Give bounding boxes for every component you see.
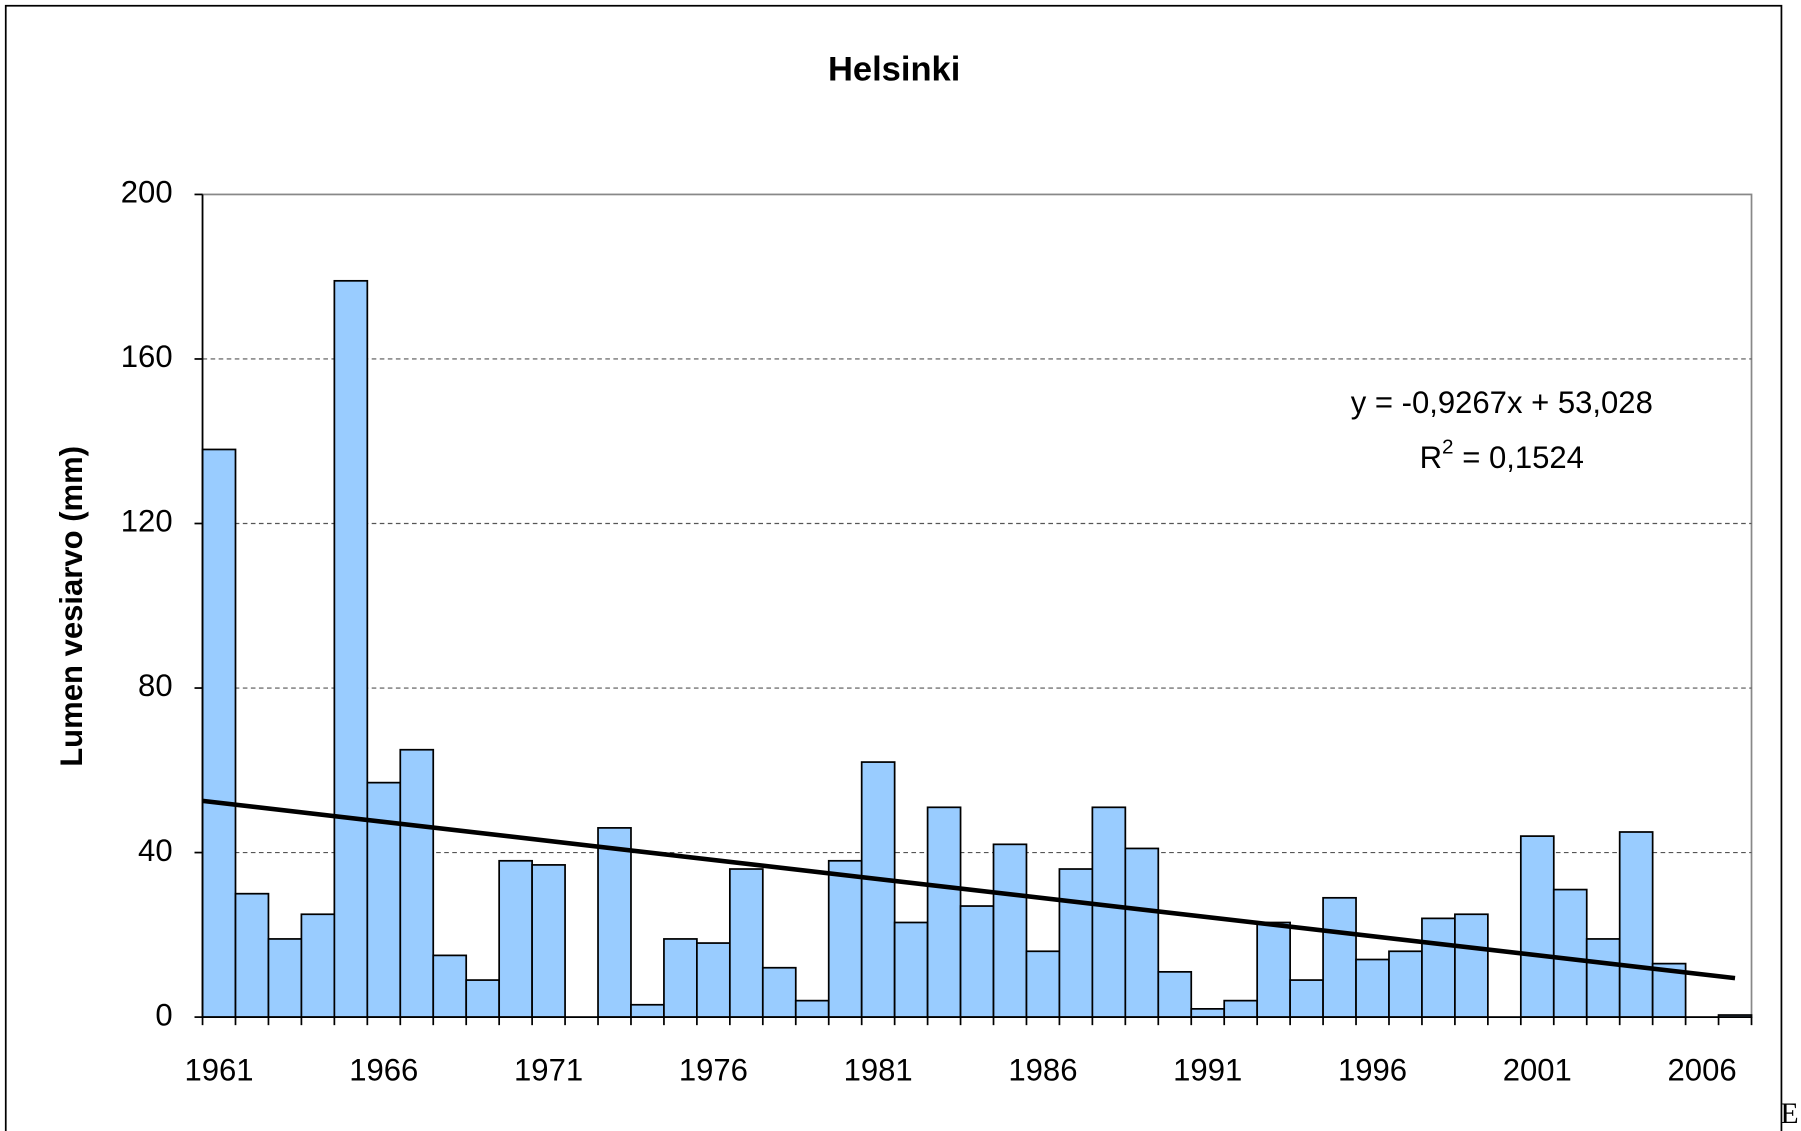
bar (465, 979, 501, 1018)
bar (1618, 831, 1654, 1018)
bar (300, 913, 336, 1018)
corner-text: E (1780, 1097, 1798, 1130)
trend-r2: R2 = 0,1524 (1420, 436, 1584, 475)
bar (1519, 835, 1555, 1018)
plot-area (201, 193, 1753, 1018)
bar (597, 827, 632, 1018)
r2-rest: = 0,1524 (1454, 440, 1584, 475)
x-tick-label: 2006 (1668, 1053, 1737, 1088)
y-tick-label: 160 (121, 339, 173, 374)
x-tick-label: 2001 (1503, 1053, 1572, 1088)
bar (893, 921, 929, 1018)
x-tick-label: 1986 (1008, 1053, 1077, 1088)
trendline (202, 798, 1736, 981)
y-tick-label: 120 (121, 504, 173, 539)
bar (794, 999, 830, 1018)
bar (1256, 921, 1291, 1018)
bar (630, 1003, 665, 1018)
chart-border (4, 4, 1783, 1131)
bar (432, 954, 468, 1018)
bar (663, 938, 698, 1018)
bar (1421, 917, 1456, 1018)
bar (498, 859, 533, 1018)
bar (1355, 958, 1390, 1018)
bar (860, 761, 896, 1018)
x-tick-label: 1996 (1338, 1053, 1407, 1088)
x-tick-label: 1961 (184, 1053, 253, 1088)
x-tick-label: 1991 (1173, 1053, 1242, 1088)
bar (992, 843, 1028, 1018)
y-tick-label: 200 (121, 175, 173, 210)
x-tick-label: 1971 (514, 1053, 583, 1088)
x-tick-label: 1981 (844, 1053, 913, 1088)
bar (926, 806, 962, 1018)
bar (1585, 938, 1621, 1018)
y-tick-label: 0 (155, 997, 172, 1032)
bar (1091, 806, 1127, 1018)
bar (1289, 979, 1324, 1018)
bar (1223, 999, 1259, 1018)
r2-base: R (1420, 440, 1442, 475)
bar (959, 905, 995, 1018)
bar (1124, 847, 1160, 1018)
bar (1190, 1008, 1226, 1018)
bar (234, 892, 270, 1018)
y-axis-label: Lumen vesiarvo (mm) (54, 446, 89, 767)
bar (267, 938, 303, 1018)
bar (696, 942, 731, 1018)
x-tick-label: 1966 (349, 1053, 418, 1088)
bar (531, 864, 566, 1018)
bar (333, 279, 369, 1018)
bar (1552, 888, 1588, 1018)
bar (827, 859, 863, 1018)
bar (399, 748, 435, 1018)
bar (1025, 950, 1061, 1018)
bar (1322, 896, 1357, 1018)
r2-sup: 2 (1442, 436, 1454, 459)
bar (761, 966, 797, 1018)
x-tick-label: 1976 (679, 1053, 748, 1088)
bar (201, 448, 237, 1018)
bar (1454, 913, 1489, 1018)
chart-title: Helsinki (828, 50, 960, 88)
bar (1157, 970, 1193, 1018)
trend-equation: y = -0,9267x + 53,028 (1351, 385, 1653, 420)
bar (728, 868, 764, 1018)
bar (1388, 950, 1423, 1018)
bar (366, 781, 402, 1018)
y-tick-label: 80 (138, 668, 173, 703)
y-tick-label: 40 (138, 833, 173, 868)
bar (1058, 868, 1094, 1018)
